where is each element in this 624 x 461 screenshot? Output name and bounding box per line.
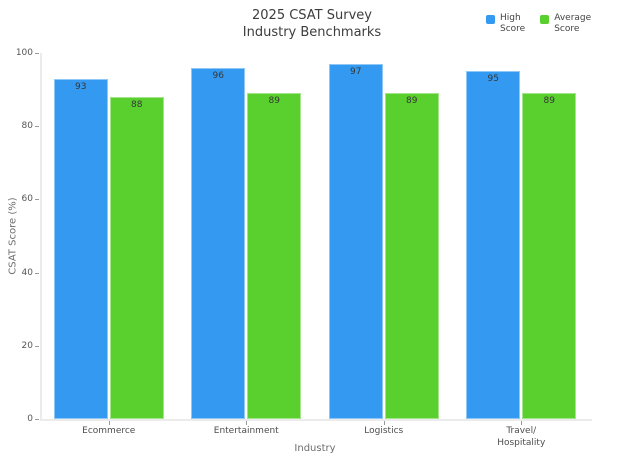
y-tick-label: 80 — [21, 121, 33, 132]
x-category-label: Travel/ Hospitality — [497, 426, 546, 448]
y-tick-label: 100 — [15, 48, 33, 58]
bar-value-label: 89 — [406, 96, 418, 107]
bar[interactable]: 88 — [109, 96, 164, 419]
y-tick-mark — [35, 199, 39, 201]
y-axis-title: CSAT Score (%) — [7, 197, 19, 275]
x-tick-mark — [521, 421, 523, 425]
y-tick-label: 0 — [27, 414, 33, 424]
bar-value-label: 93 — [75, 81, 87, 92]
y-tick-mark — [35, 53, 39, 54]
legend-item[interactable]: Average Score — [540, 13, 591, 35]
bar-value-label: 89 — [268, 96, 280, 107]
y-tick-label: 60 — [21, 194, 33, 205]
y-tick-mark — [35, 419, 39, 420]
bar[interactable]: 89 — [522, 93, 577, 419]
bar-value-label: 96 — [212, 70, 224, 81]
x-category-label: Logistics — [364, 426, 404, 436]
y-tick-mark — [35, 126, 39, 128]
legend-label: High Score — [500, 13, 526, 34]
legend-swatch-icon — [540, 15, 550, 24]
y-tick-label: 20 — [21, 340, 33, 351]
plot-area — [40, 53, 592, 421]
bar[interactable]: 89 — [384, 93, 439, 419]
y-tick-mark — [35, 345, 39, 347]
legend: High Score Average Score — [486, 13, 591, 35]
legend-label: Average Score — [554, 13, 592, 34]
x-category-label: Ecommerce — [82, 426, 136, 436]
y-tick-mark — [35, 272, 39, 274]
legend-swatch-icon — [486, 15, 495, 24]
x-axis-title: Industry — [294, 443, 336, 454]
bar-value-label: 89 — [543, 96, 555, 107]
chart-title: 2025 CSAT Survey Industry Benchmarks — [0, 7, 624, 41]
x-tick-mark — [383, 421, 385, 425]
y-tick-label: 40 — [21, 267, 33, 278]
bar[interactable]: 89 — [247, 93, 302, 419]
bar[interactable]: 96 — [191, 67, 246, 419]
chart-title-line2: Industry Benchmarks — [242, 25, 382, 40]
legend-item[interactable]: High Score — [486, 13, 525, 35]
bar-value-label: 88 — [131, 99, 143, 110]
chart-title-line1: 2025 CSAT Survey — [252, 8, 372, 23]
bar[interactable]: 97 — [328, 63, 383, 419]
bar[interactable]: 95 — [466, 71, 521, 419]
bar[interactable]: 93 — [53, 78, 108, 419]
bar-value-label: 97 — [350, 66, 362, 77]
x-tick-mark — [108, 421, 110, 425]
x-category-label: Entertainment — [213, 426, 279, 436]
x-tick-mark — [246, 421, 248, 425]
bar-value-label: 95 — [487, 74, 499, 85]
